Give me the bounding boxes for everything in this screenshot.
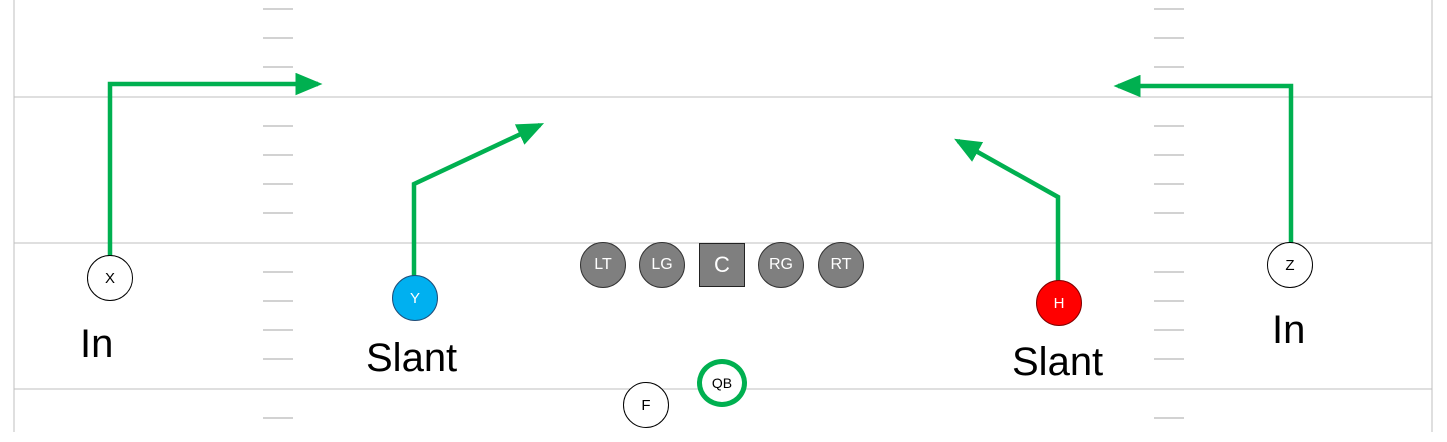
- x-in-route: [107, 72, 323, 258]
- player-y: Y: [392, 275, 438, 321]
- player-rg: RG: [758, 242, 804, 288]
- player-h: H: [1036, 280, 1082, 326]
- player-f: F: [623, 382, 669, 428]
- y-route-label: Slant: [366, 336, 458, 380]
- z-in-route: [1113, 74, 1294, 247]
- player-rt: RT: [818, 242, 864, 288]
- player-lt: LT: [580, 242, 626, 288]
- left-hash-marks: [263, 8, 293, 419]
- z-route-label: In: [1272, 308, 1306, 352]
- player-z: Z: [1267, 242, 1313, 288]
- h-route-label: Slant: [1012, 340, 1104, 384]
- player-lg: LG: [639, 242, 685, 288]
- player-qb: QB: [697, 359, 747, 407]
- player-c: C: [699, 243, 745, 287]
- y-slant-route: [411, 122, 545, 280]
- right-hash-marks: [1154, 8, 1184, 419]
- player-x: X: [87, 255, 133, 301]
- h-slant-route: [954, 138, 1061, 284]
- x-route-label: In: [80, 322, 114, 366]
